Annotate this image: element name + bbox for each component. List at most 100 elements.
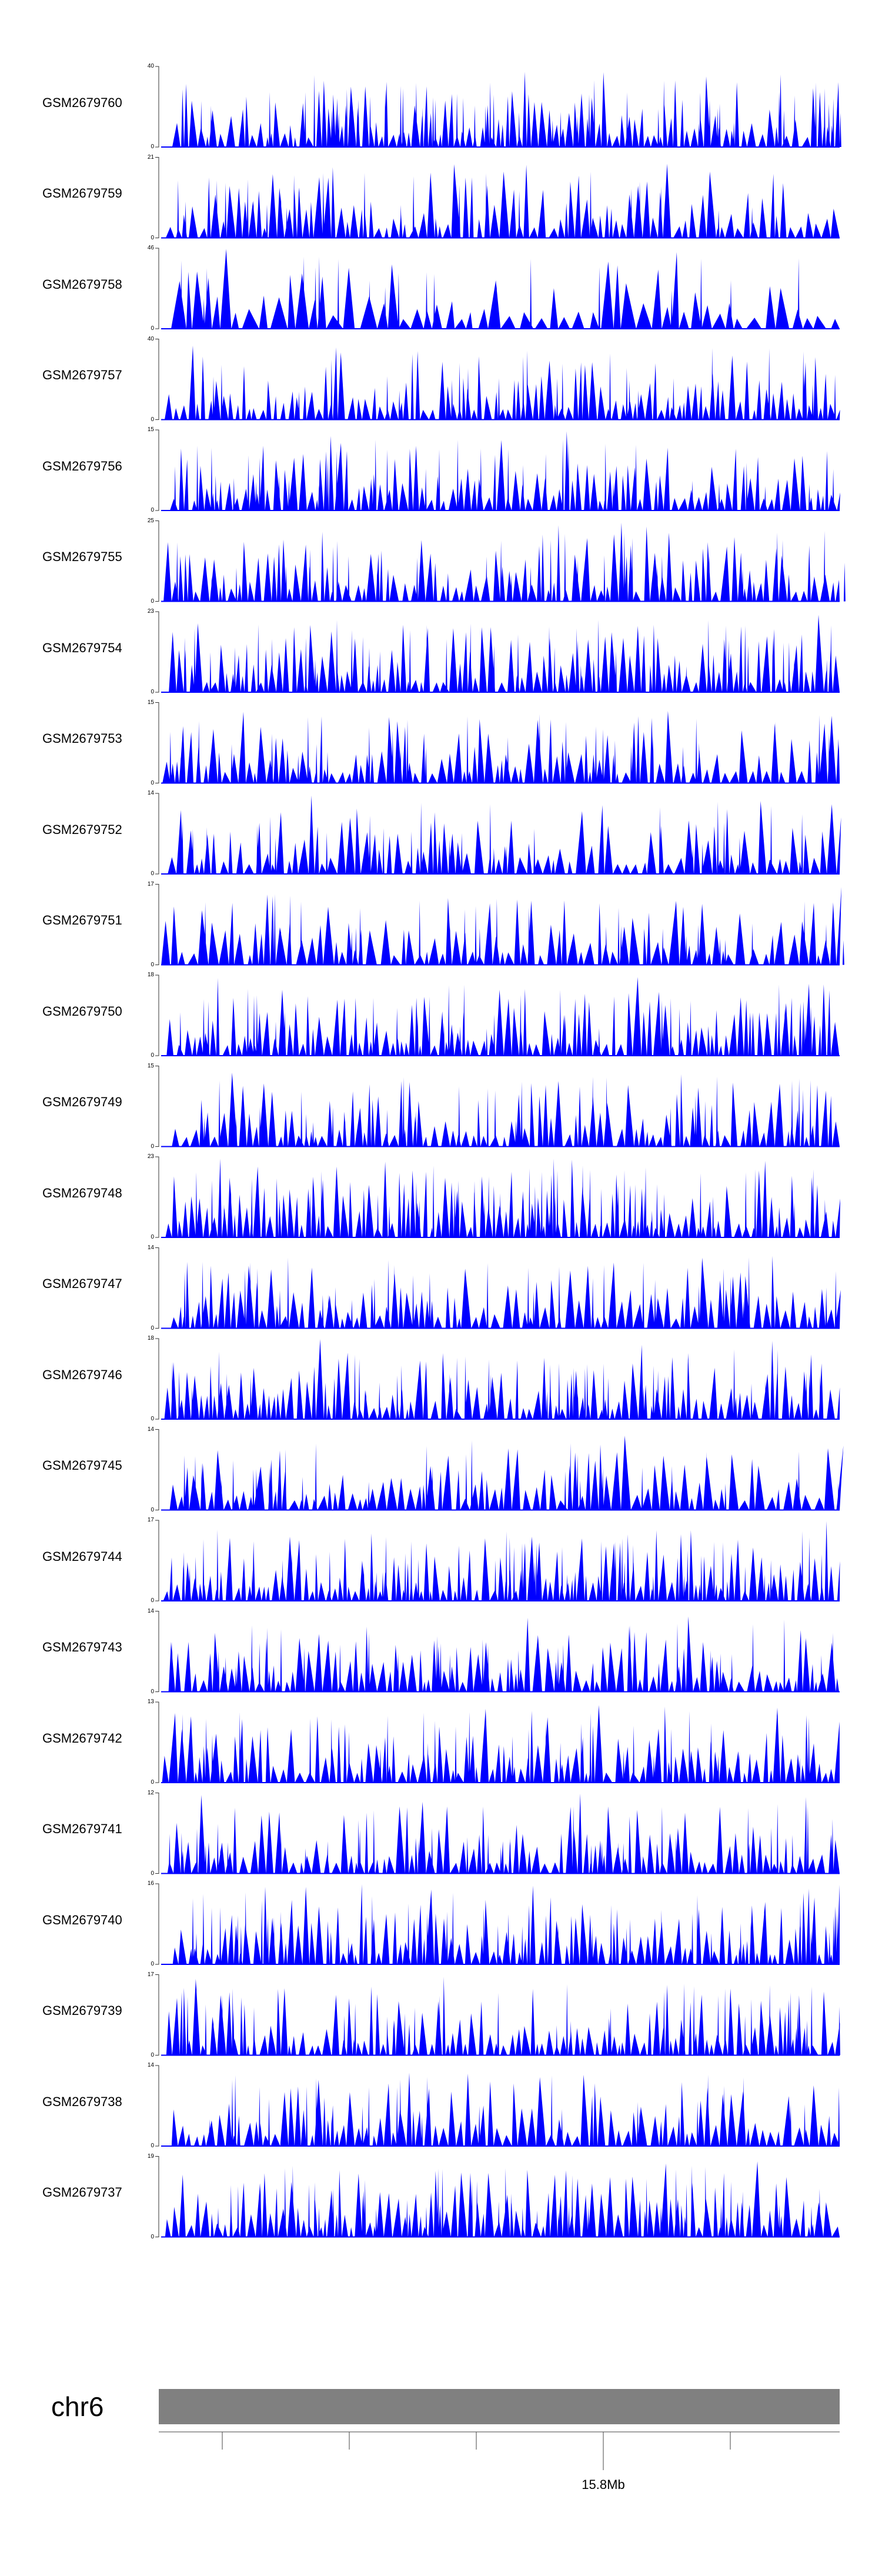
coverage-area [163, 522, 846, 602]
y-axis [155, 1429, 159, 1510]
y-max-label: 19 [147, 2153, 154, 2160]
coverage-area [169, 615, 840, 692]
track-label: GSM2679737 [42, 2185, 122, 2200]
y-min-label: 0 [151, 144, 154, 150]
y-max-label: 15 [147, 1062, 154, 1069]
y-min-label: 0 [151, 1416, 154, 1422]
track-GSM2679752 [155, 793, 841, 875]
track-GSM2679754 [155, 611, 840, 693]
coverage-area [171, 2073, 840, 2146]
coverage-area [168, 1616, 840, 1692]
track-GSM2679743 [155, 1611, 840, 1693]
y-axis [155, 2156, 159, 2237]
track-label: GSM2679754 [42, 640, 122, 655]
track-GSM2679753 [155, 702, 840, 784]
coverage-area [165, 1159, 840, 1237]
y-axis [155, 429, 159, 511]
y-axis [155, 1883, 159, 1965]
chromosome-label: chr6 [51, 2391, 104, 2422]
track-GSM2679747 [155, 1247, 841, 1329]
track-label: GSM2679738 [42, 2094, 122, 2109]
y-max-label: 14 [147, 1607, 154, 1614]
track-label: GSM2679744 [42, 1549, 122, 1564]
y-min-label: 0 [151, 507, 154, 513]
track-label: GSM2679749 [42, 1095, 122, 1110]
y-min-label: 0 [151, 961, 154, 968]
track-label: GSM2679751 [42, 913, 122, 928]
y-min-label: 0 [151, 416, 154, 423]
track-label: GSM2679743 [42, 1640, 122, 1655]
coverage-area [167, 1793, 840, 1874]
y-axis [155, 702, 159, 783]
y-max-label: 14 [147, 790, 154, 796]
track-label: GSM2679756 [42, 458, 122, 473]
track-label: GSM2679750 [42, 1003, 122, 1019]
y-max-label: 12 [147, 1789, 154, 1796]
y-axis [155, 884, 159, 965]
y-max-label: 23 [147, 608, 154, 615]
y-axis [155, 1793, 159, 1874]
y-min-label: 0 [151, 779, 154, 786]
y-min-label: 0 [151, 2143, 154, 2149]
y-max-label: 15 [147, 699, 154, 706]
y-min-label: 0 [151, 870, 154, 877]
y-axis [155, 1156, 159, 1238]
y-min-label: 0 [151, 1052, 154, 1059]
track-GSM2679741 [155, 1793, 840, 1874]
y-max-label: 17 [147, 1971, 154, 1978]
coverage-area [164, 1339, 840, 1419]
y-max-label: 14 [147, 1426, 154, 1433]
track-GSM2679760 [155, 66, 841, 148]
y-max-label: 14 [147, 1244, 154, 1251]
track-label: GSM2679757 [42, 368, 122, 383]
y-axis [155, 1974, 159, 2056]
coverage-area [165, 2161, 840, 2237]
coverage-area [172, 1884, 840, 1964]
y-max-label: 13 [147, 1699, 154, 1705]
y-min-label: 0 [151, 234, 154, 241]
y-min-label: 0 [151, 1324, 154, 1332]
y-max-label: 40 [147, 335, 154, 342]
track-GSM2679745 [155, 1429, 844, 1511]
y-min-label: 0 [151, 2233, 154, 2240]
y-max-label: 18 [147, 972, 154, 978]
track-label: GSM2679745 [42, 1458, 122, 1473]
track-label: GSM2679753 [42, 731, 122, 746]
coverage-area [172, 72, 841, 147]
track-label: GSM2679760 [42, 95, 122, 110]
y-min-label: 0 [151, 1597, 154, 1604]
y-axis [155, 793, 159, 875]
track-GSM2679737 [155, 2156, 840, 2238]
y-min-label: 0 [151, 1961, 154, 1967]
track-GSM2679759 [155, 157, 840, 239]
y-min-label: 0 [151, 1870, 154, 1877]
y-min-label: 0 [151, 598, 154, 605]
y-axis [155, 157, 159, 238]
track-label: GSM2679741 [42, 1821, 122, 1837]
track-GSM2679756 [155, 429, 840, 511]
track-GSM2679749 [155, 1066, 840, 1147]
track-GSM2679751 [155, 884, 844, 966]
track-GSM2679758 [155, 248, 840, 329]
y-axis [155, 1247, 159, 1329]
y-axis [155, 1611, 159, 1692]
track-GSM2679746 [155, 1338, 840, 1420]
track-label: GSM2679748 [42, 1185, 122, 1200]
track-GSM2679757 [155, 339, 840, 421]
track-label: GSM2679759 [42, 186, 122, 201]
y-min-label: 0 [151, 1234, 154, 1240]
y-max-label: 25 [147, 517, 154, 524]
y-min-label: 0 [151, 2051, 154, 2058]
y-min-label: 0 [151, 1506, 154, 1513]
y-axis [155, 611, 159, 693]
y-axis [155, 1338, 159, 1420]
coverage-area [168, 795, 841, 874]
position-label: 15.8Mb [582, 2477, 625, 2492]
y-max-label: 23 [147, 1153, 154, 1160]
coverage-area [162, 1705, 840, 1783]
y-min-label: 0 [151, 1143, 154, 1150]
track-GSM2679739 [155, 1974, 840, 2056]
y-axis [155, 1066, 159, 1147]
coverage-area [171, 249, 840, 329]
track-GSM2679748 [155, 1156, 840, 1238]
